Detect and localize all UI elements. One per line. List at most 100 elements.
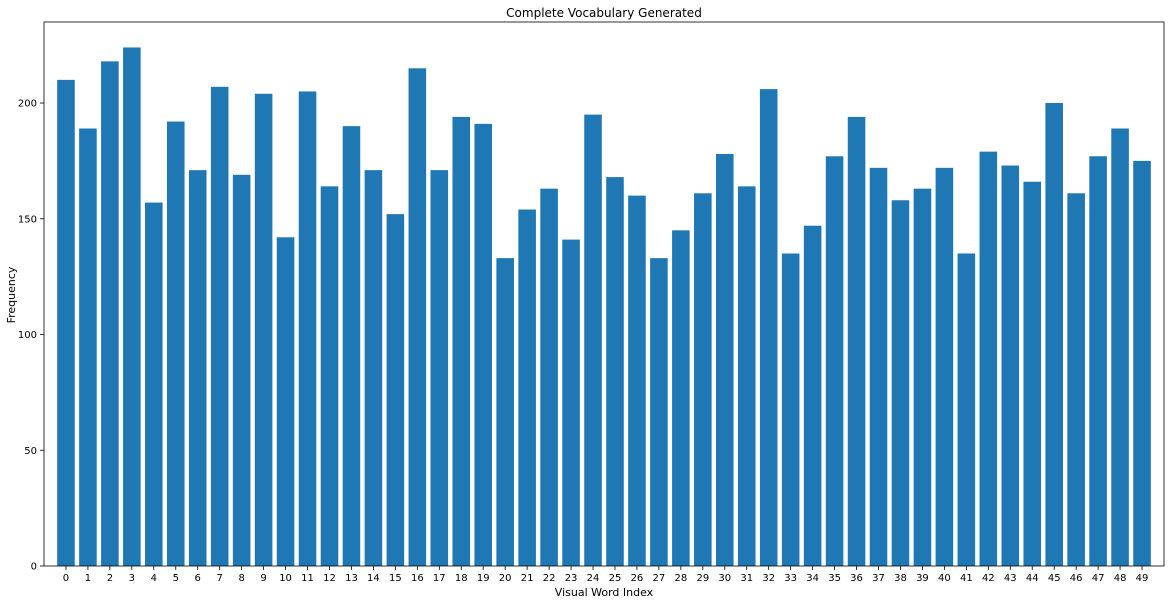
y-tick-label: 0 <box>31 562 37 573</box>
x-tick-label: 33 <box>784 573 797 584</box>
bar-32 <box>759 89 778 566</box>
y-axis-label: Frequency <box>5 266 18 323</box>
x-tick-label: 45 <box>1048 573 1061 584</box>
bar-38 <box>891 200 910 566</box>
bar-10 <box>276 237 295 567</box>
bars-layer <box>57 47 1151 567</box>
x-tick-label: 14 <box>367 573 380 584</box>
x-tick-label: 5 <box>173 573 179 584</box>
x-tick-label: 22 <box>543 573 556 584</box>
x-tick-label: 3 <box>129 573 135 584</box>
bar-7 <box>210 86 229 566</box>
bar-4 <box>145 202 163 566</box>
bar-48 <box>1111 128 1129 567</box>
bar-37 <box>869 167 888 566</box>
y-axis-ticks: 0 50 100 150 200 <box>18 99 44 573</box>
x-tick-label: 26 <box>631 573 644 584</box>
bar-3 <box>123 47 141 566</box>
x-tick-label: 21 <box>521 573 534 584</box>
x-tick-label: 1 <box>85 573 91 584</box>
x-tick-label: 43 <box>1004 573 1017 584</box>
x-tick-label: 7 <box>216 573 222 584</box>
bar-28 <box>672 230 690 566</box>
x-tick-label: 42 <box>982 573 995 584</box>
x-tick-label: 34 <box>806 573 819 584</box>
y-tick-label: 100 <box>18 330 37 341</box>
x-tick-label: 12 <box>323 573 336 584</box>
bar-49 <box>1133 160 1151 566</box>
bar-12 <box>320 186 339 567</box>
x-tick-label: 32 <box>762 573 775 584</box>
bar-16 <box>408 68 427 567</box>
bar-20 <box>496 258 514 566</box>
x-tick-label: 0 <box>63 573 69 584</box>
x-tick-label: 41 <box>960 573 973 584</box>
x-tick-label: 23 <box>565 573 578 584</box>
bar-44 <box>1023 181 1042 567</box>
bar-0 <box>57 79 75 567</box>
y-tick-label: 50 <box>24 446 37 457</box>
x-tick-label: 18 <box>455 573 468 584</box>
bar-26 <box>628 195 646 566</box>
x-tick-label: 24 <box>587 573 600 584</box>
bar-17 <box>430 170 449 566</box>
bar-14 <box>364 170 383 566</box>
x-tick-label: 48 <box>1114 573 1127 584</box>
bar-19 <box>474 123 492 567</box>
bar-33 <box>781 253 800 567</box>
bar-46 <box>1067 193 1085 567</box>
x-tick-label: 39 <box>916 573 929 584</box>
x-tick-label: 29 <box>696 573 709 584</box>
bar-11 <box>298 91 317 566</box>
bar-41 <box>957 253 976 567</box>
x-tick-label: 17 <box>433 573 446 584</box>
x-tick-label: 30 <box>718 573 731 584</box>
x-tick-label: 36 <box>850 573 863 584</box>
x-tick-label: 44 <box>1026 573 1039 584</box>
bar-5 <box>166 121 185 566</box>
x-axis-label: Visual Word Index <box>555 586 654 599</box>
x-tick-label: 25 <box>609 573 622 584</box>
y-tick-label: 200 <box>18 99 37 110</box>
bar-9 <box>254 93 273 566</box>
x-tick-label: 10 <box>279 573 292 584</box>
bar-27 <box>650 258 668 566</box>
bar-25 <box>606 177 624 566</box>
bar-43 <box>1001 165 1020 566</box>
x-tick-label: 20 <box>499 573 512 584</box>
x-tick-label: 9 <box>260 573 266 584</box>
y-tick-label: 150 <box>18 214 37 225</box>
x-tick-label: 16 <box>411 573 424 584</box>
x-tick-label: 19 <box>477 573 490 584</box>
x-tick-label: 2 <box>107 573 113 584</box>
bar-42 <box>979 151 998 566</box>
plot-frame <box>43 21 1165 567</box>
bar-1 <box>79 128 97 567</box>
bar-2 <box>101 61 119 566</box>
x-tick-label: 6 <box>195 573 201 584</box>
bar-29 <box>694 193 712 567</box>
bar-40 <box>935 167 954 566</box>
x-tick-label: 40 <box>938 573 951 584</box>
x-tick-label: 11 <box>301 573 314 584</box>
x-tick-label: 28 <box>674 573 687 584</box>
x-tick-label: 4 <box>151 573 157 584</box>
bar-6 <box>188 170 207 566</box>
x-tick-label: 49 <box>1136 573 1149 584</box>
bar-22 <box>540 188 558 567</box>
bar-45 <box>1045 103 1063 567</box>
x-tick-label: 47 <box>1092 573 1105 584</box>
x-tick-label: 37 <box>872 573 885 584</box>
x-tick-label: 35 <box>828 573 841 584</box>
x-tick-label: 8 <box>238 573 244 584</box>
x-tick-label: 13 <box>345 573 358 584</box>
bar-31 <box>737 186 756 567</box>
bar-8 <box>232 174 251 566</box>
axes-layer <box>43 21 1165 567</box>
bar-18 <box>452 116 471 566</box>
chart-title: Complete Vocabulary Generated <box>506 6 702 20</box>
bar-39 <box>913 188 932 567</box>
bar-36 <box>847 116 866 566</box>
x-tick-label: 15 <box>389 573 402 584</box>
